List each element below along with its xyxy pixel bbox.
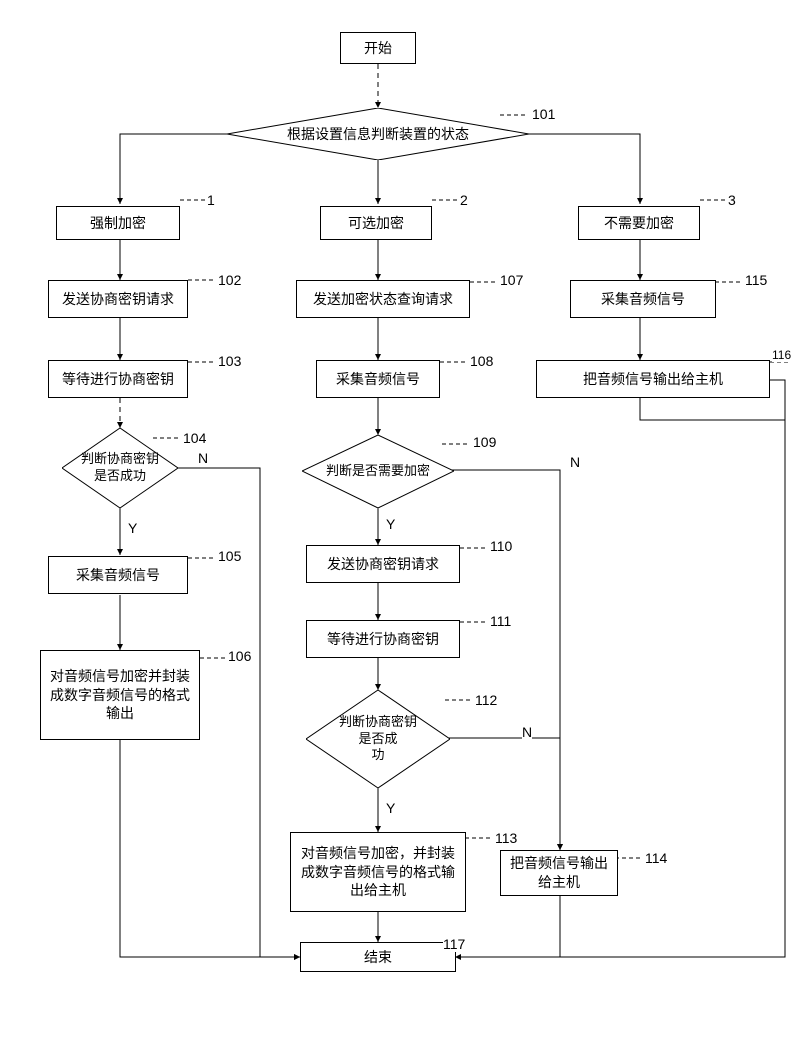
label-114: 114: [645, 850, 667, 866]
label-116: 116: [772, 348, 791, 362]
box-114-text: 把音频信号输出给主机: [507, 854, 611, 892]
box-115: 采集音频信号: [570, 280, 716, 318]
decision-109-text: 判断是否需要加密: [302, 435, 454, 508]
label-117: 117: [443, 936, 465, 952]
box-102-text: 发送协商密钥请求: [62, 290, 174, 309]
branch-2: 可选加密: [320, 206, 432, 240]
box-115-text: 采集音频信号: [601, 290, 685, 309]
label-103: 103: [218, 353, 241, 369]
label-1: 1: [207, 192, 215, 208]
start-node: 开始: [340, 32, 416, 64]
box-103-text: 等待进行协商密钥: [62, 370, 174, 389]
box-116-text: 把音频信号输出给主机: [583, 370, 723, 389]
branch-3-text: 不需要加密: [604, 214, 674, 233]
end-node: 结束: [300, 942, 456, 972]
box-110: 发送协商密钥请求: [306, 545, 460, 583]
branch-2-text: 可选加密: [348, 214, 404, 233]
box-108-text: 采集音频信号: [336, 370, 420, 389]
start-label: 开始: [364, 39, 392, 58]
label-104-n: N: [198, 450, 208, 466]
box-106: 对音频信号加密并封装成数字音频信号的格式输出: [40, 650, 200, 740]
label-115: 115: [745, 272, 767, 288]
box-113: 对音频信号加密，并封装成数字音频信号的格式输出给主机: [290, 832, 466, 912]
end-label: 结束: [364, 948, 392, 967]
label-108: 108: [470, 353, 493, 369]
label-112-y: Y: [386, 800, 395, 816]
box-106-text: 对音频信号加密并封装成数字音频信号的格式输出: [47, 667, 193, 724]
box-105: 采集音频信号: [48, 556, 188, 594]
box-102: 发送协商密钥请求: [48, 280, 188, 318]
decision-104: 判断协商密钥是否成功: [62, 428, 178, 508]
branch-1-text: 强制加密: [90, 214, 146, 233]
branch-1: 强制加密: [56, 206, 180, 240]
decision-112: 判断协商密钥是否成功: [306, 690, 450, 788]
label-109-n: N: [570, 454, 580, 470]
decision-104-text: 判断协商密钥是否成功: [62, 428, 178, 508]
label-3: 3: [728, 192, 736, 208]
box-116: 把音频信号输出给主机: [536, 360, 770, 398]
label-110: 110: [490, 538, 512, 554]
box-105-text: 采集音频信号: [76, 566, 160, 585]
box-107-text: 发送加密状态查询请求: [313, 290, 453, 309]
decision-109: 判断是否需要加密: [302, 435, 454, 508]
box-107: 发送加密状态查询请求: [296, 280, 470, 318]
label-112: 112: [475, 692, 497, 708]
label-109-y: Y: [386, 516, 395, 532]
box-114: 把音频信号输出给主机: [500, 850, 618, 896]
label-101: 101: [532, 106, 555, 122]
box-110-text: 发送协商密钥请求: [327, 555, 439, 574]
label-106: 106: [228, 648, 251, 664]
label-104-y: Y: [128, 520, 137, 536]
box-113-text: 对音频信号加密，并封装成数字音频信号的格式输出给主机: [297, 844, 459, 901]
label-112-n: N: [522, 724, 532, 740]
decision-101-text: 根据设置信息判断装置的状态: [227, 108, 529, 160]
box-103: 等待进行协商密钥: [48, 360, 188, 398]
label-107: 107: [500, 272, 523, 288]
label-102: 102: [218, 272, 241, 288]
label-113: 113: [495, 830, 517, 846]
label-105: 105: [218, 548, 241, 564]
box-111-text: 等待进行协商密钥: [327, 630, 439, 649]
box-111: 等待进行协商密钥: [306, 620, 460, 658]
decision-101: 根据设置信息判断装置的状态: [227, 108, 529, 160]
decision-112-text: 判断协商密钥是否成功: [306, 690, 450, 788]
box-108: 采集音频信号: [316, 360, 440, 398]
branch-3: 不需要加密: [578, 206, 700, 240]
label-109: 109: [473, 434, 496, 450]
label-104: 104: [183, 430, 206, 446]
label-111: 111: [490, 613, 511, 629]
label-2: 2: [460, 192, 468, 208]
